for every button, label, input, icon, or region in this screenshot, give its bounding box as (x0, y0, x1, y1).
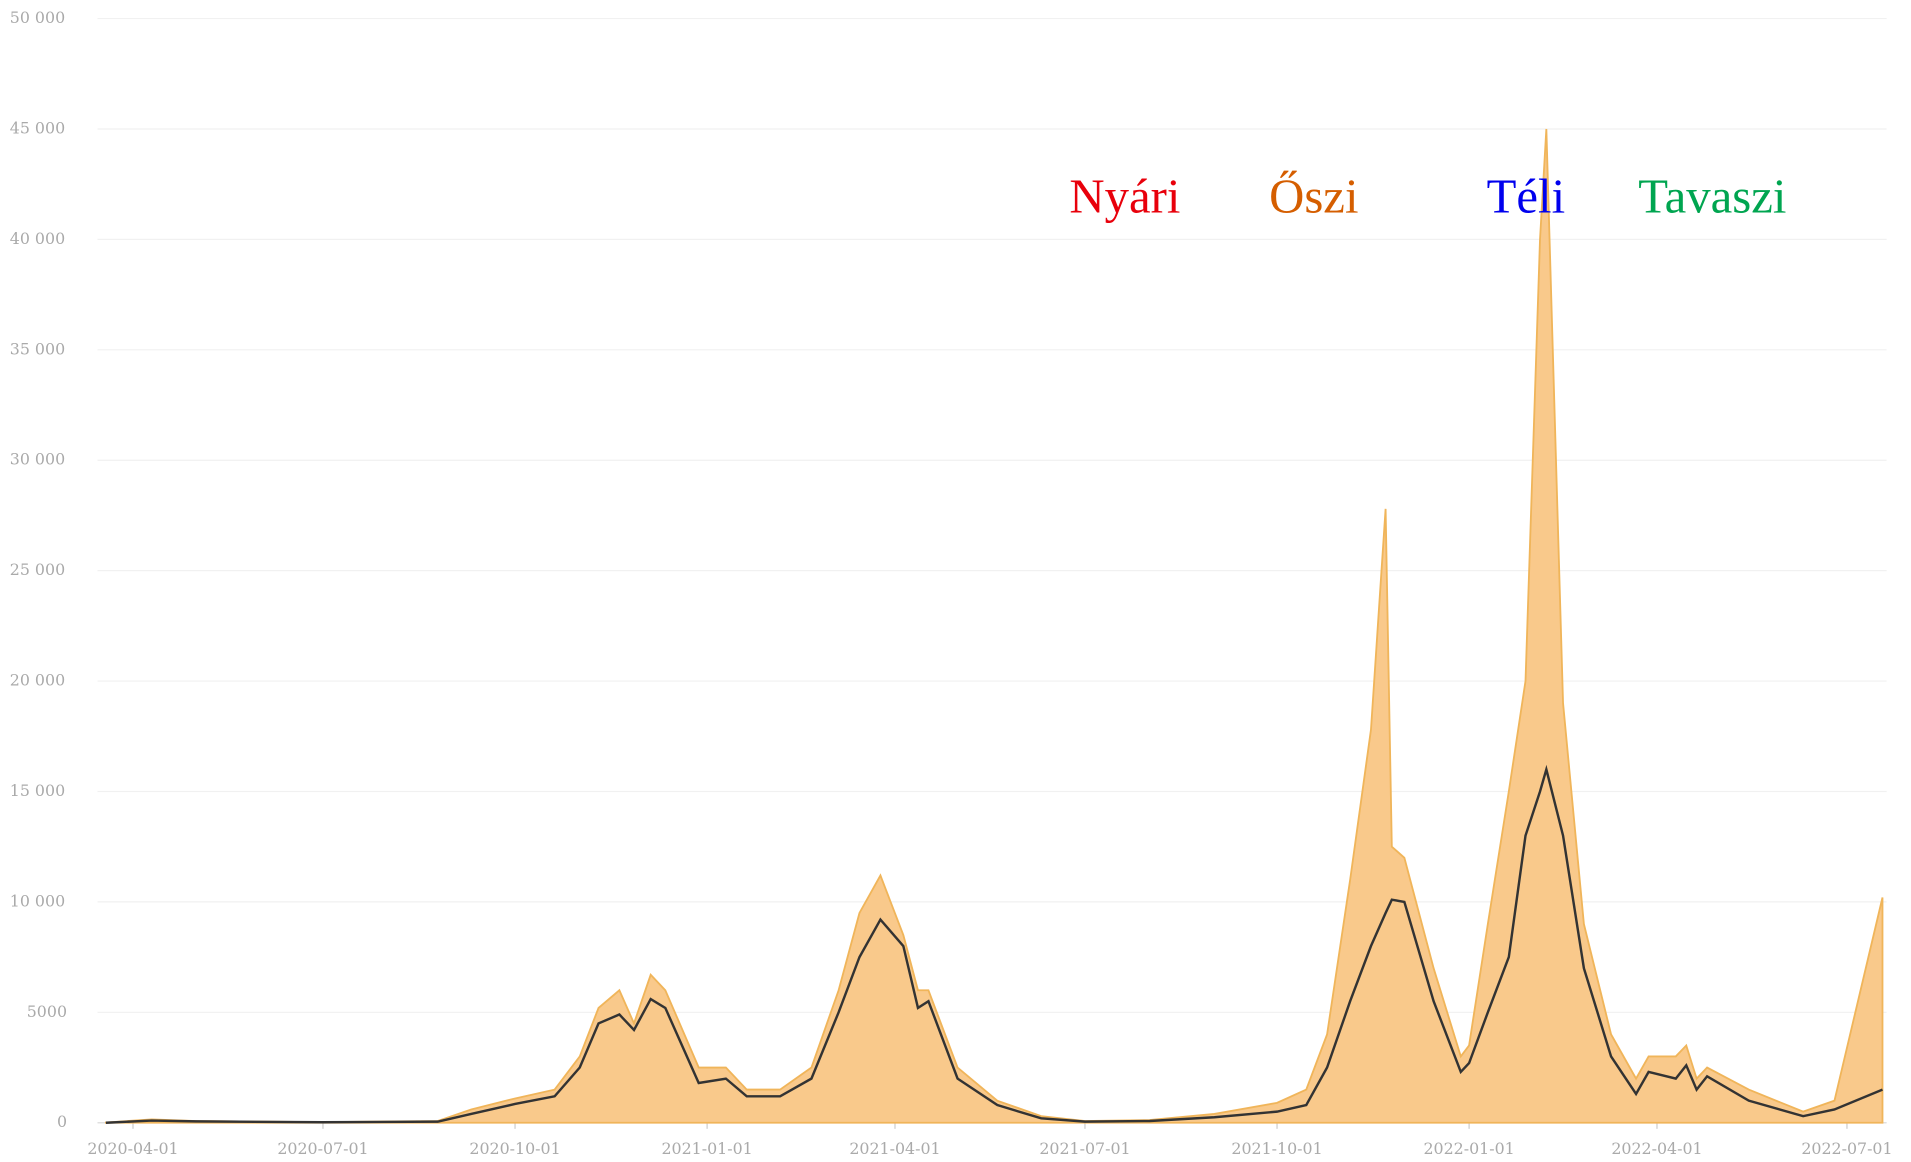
daily-area (104, 128, 1884, 1124)
x-tick-label: 2021-01-01 (661, 1139, 752, 1158)
x-tick-label: 2022-07-01 (1801, 1139, 1892, 1158)
y-tick-label: 0 (57, 1112, 67, 1131)
annotation: Nyári (1069, 170, 1180, 224)
y-tick-label: 10 000 (10, 891, 65, 910)
y-tick-label: 50 000 (10, 8, 65, 27)
x-tick-label: 2021-04-01 (849, 1139, 940, 1158)
y-tick-label: 20 000 (10, 671, 65, 690)
x-tick-label: 2021-07-01 (1039, 1139, 1130, 1158)
y-tick-label: 45 000 (10, 118, 65, 137)
annotation: Őszi (1269, 170, 1358, 224)
y-tick-label: 15 000 (10, 781, 65, 800)
annotation: Tavaszi (1638, 170, 1786, 224)
x-tick-label: 2020-10-01 (469, 1139, 560, 1158)
y-tick-label: 35 000 (10, 339, 65, 358)
x-tick-label: 2020-04-01 (87, 1139, 178, 1158)
annotation: Téli (1487, 170, 1566, 224)
x-tick-label: 2022-04-01 (1611, 1139, 1702, 1158)
y-tick-label: 30 000 (10, 450, 65, 469)
x-tick-label: 2022-01-01 (1423, 1139, 1514, 1158)
y-tick-label: 40 000 (10, 229, 65, 248)
x-tick-label: 2020-07-01 (277, 1139, 368, 1158)
average-line (105, 764, 1883, 1124)
y-tick-label: 5000 (27, 1002, 67, 1021)
x-tick-label: 2021-10-01 (1231, 1139, 1322, 1158)
y-tick-label: 25 000 (10, 560, 65, 579)
